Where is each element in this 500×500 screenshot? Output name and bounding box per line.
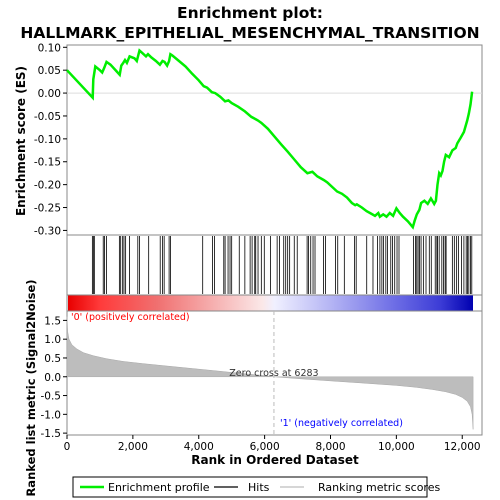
- es-y-tick-label: -0.05: [34, 111, 61, 123]
- es-y-tick-label: 0.05: [38, 65, 61, 77]
- es-y-tick-label: -0.25: [34, 203, 61, 215]
- metric-y-ticks: 1.5 1.0 0.5 0.0 -0.5 -1.0 -1.5: [41, 315, 67, 440]
- metric-y-tick-label: -1.5: [41, 428, 62, 440]
- es-y-tick-label: -0.20: [34, 180, 61, 192]
- es-y-tick-label: 0.10: [38, 42, 61, 54]
- es-y-axis-label: Enrichment score (ES): [14, 66, 28, 216]
- es-y-tick-label: -0.30: [34, 225, 61, 237]
- hits-panel-frame: [66, 234, 483, 296]
- es-panel-frame: [66, 44, 483, 236]
- es-y-tick-label: -0.15: [34, 157, 61, 169]
- metric-y-tick-label: -0.5: [41, 391, 62, 403]
- x-tick-label: 0: [64, 441, 71, 453]
- metric-y-tick-label: -1.0: [41, 409, 62, 421]
- negative-correlation-label: '1' (negatively correlated): [280, 418, 403, 429]
- legend-label-2: Ranking metric scores: [318, 481, 440, 494]
- legend: Enrichment profile Hits Ranking metric sco…: [80, 481, 440, 494]
- metric-y-tick-label: 0.5: [44, 353, 61, 365]
- ranking-metric-area: [66, 316, 474, 430]
- x-tick-label: 10,000: [378, 441, 415, 453]
- x-axis-label: Rank in Ordered Dataset: [191, 453, 359, 467]
- x-tick-label: 4,000: [184, 441, 214, 453]
- ranking-heat-bar: [68, 295, 473, 311]
- metric-y-axis-label: Ranked list metric (Signal2Noise): [24, 279, 38, 496]
- es-y-tick-label: 0.00: [38, 88, 61, 100]
- legend-box: [72, 476, 428, 498]
- legend-label-0: Enrichment profile: [108, 481, 210, 494]
- legend-label-1: Hits: [248, 481, 270, 494]
- chart-title-line2: HALLMARK_EPITHELIAL_MESENCHYMAL_TRANSITI…: [20, 24, 479, 42]
- zero-cross-label: Zero cross at 6283: [229, 368, 318, 379]
- x-tick-label: 2,000: [118, 441, 148, 453]
- x-tick-label: 12,000: [444, 441, 481, 453]
- enrichment-profile-line: [66, 48, 474, 230]
- es-y-ticks: 0.10 0.05 0.00 -0.05 -0.10 -0.15 -0.20 -0.25 -0.…: [34, 42, 67, 237]
- metric-y-tick-label: 0.0: [44, 372, 61, 384]
- es-y-tick-label: -0.10: [34, 134, 61, 146]
- chart-title-line1: Enrichment plot:: [177, 4, 323, 22]
- x-tick-label: 8,000: [315, 441, 345, 453]
- x-ticks: 0 2,000 4,000 6,000 8,000 10,000 12,000: [64, 435, 481, 453]
- positive-correlation-label: '0' (positively correlated): [71, 312, 190, 323]
- hits-layer: [91, 236, 473, 294]
- x-tick-label: 6,000: [250, 441, 280, 453]
- metric-y-tick-label: 1.0: [44, 334, 61, 346]
- metric-y-tick-label: 1.5: [44, 315, 61, 327]
